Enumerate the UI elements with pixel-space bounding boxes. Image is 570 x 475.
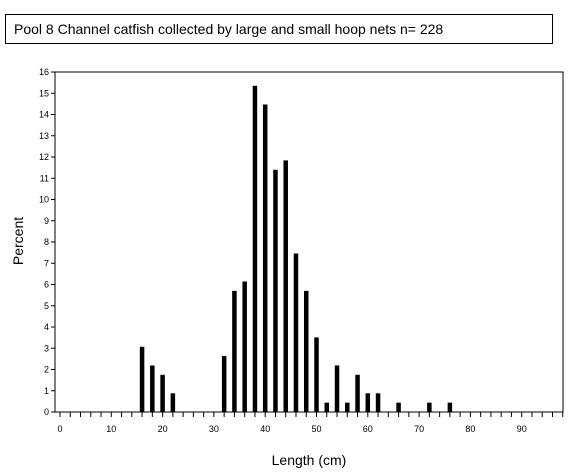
x-tick-label: 40 xyxy=(260,424,270,434)
y-tick-label: 11 xyxy=(40,173,49,183)
x-tick-label: 0 xyxy=(57,424,62,434)
y-tick-label: 8 xyxy=(44,237,49,247)
bar xyxy=(221,356,227,412)
y-tick-label: 12 xyxy=(39,152,49,162)
chart-title-box: Pool 8 Channel catfish collected by larg… xyxy=(5,14,553,44)
y-tick-label: 3 xyxy=(44,343,49,353)
bar xyxy=(293,253,299,412)
y-tick-label: 6 xyxy=(44,280,49,290)
chart-title: Pool 8 Channel catfish collected by larg… xyxy=(14,21,444,37)
y-tick-label: 13 xyxy=(39,131,49,141)
x-tick-label: 70 xyxy=(414,424,424,434)
y-tick-label: 10 xyxy=(39,195,49,205)
plot-area xyxy=(54,71,564,413)
bar xyxy=(375,393,381,412)
bar xyxy=(324,402,330,412)
x-tick-label: 10 xyxy=(106,424,116,434)
bar xyxy=(314,337,319,412)
bar xyxy=(242,281,247,412)
bar xyxy=(232,290,237,412)
bar xyxy=(427,402,432,412)
bar xyxy=(396,402,401,412)
x-tick-label: 90 xyxy=(517,424,527,434)
y-tick-label: 16 xyxy=(39,67,49,77)
y-tick-label: 0 xyxy=(44,407,49,417)
bar xyxy=(345,402,350,412)
bar xyxy=(334,365,340,412)
y-tick-label: 14 xyxy=(39,110,49,120)
bar xyxy=(170,393,176,412)
x-tick-label: 30 xyxy=(209,424,219,434)
y-tick-label: 1 xyxy=(44,386,49,396)
y-tick-label: 15 xyxy=(39,88,49,98)
y-tick-label: 7 xyxy=(44,258,49,268)
y-axis-label: Percent xyxy=(10,217,26,265)
y-tick-label: 9 xyxy=(44,216,49,226)
y-tick-label: 4 xyxy=(44,322,49,332)
bar xyxy=(273,169,278,412)
x-tick-label: 60 xyxy=(363,424,373,434)
x-tick-label: 80 xyxy=(465,424,475,434)
bar xyxy=(252,85,258,412)
bar xyxy=(447,402,453,412)
bar xyxy=(262,104,268,412)
bar xyxy=(365,393,371,412)
y-tick-label: 2 xyxy=(44,365,49,375)
bar xyxy=(160,374,165,412)
x-tick-label: 20 xyxy=(158,424,168,434)
bar xyxy=(355,374,360,412)
x-tick-label: 50 xyxy=(311,424,321,434)
bar xyxy=(139,346,145,412)
y-tick-label: 5 xyxy=(44,301,49,311)
bar xyxy=(283,160,288,412)
bar xyxy=(303,290,309,412)
bar xyxy=(150,365,155,412)
x-axis-label: Length (cm) xyxy=(272,452,347,468)
